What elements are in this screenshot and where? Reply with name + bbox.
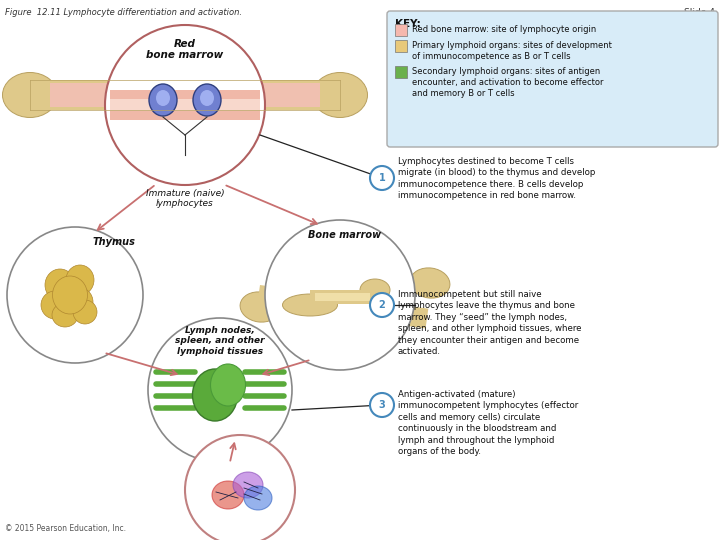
Text: Lymph nodes,
spleen, and other
lymphoid tissues: Lymph nodes, spleen, and other lymphoid … <box>175 326 265 356</box>
Ellipse shape <box>244 486 272 510</box>
Ellipse shape <box>52 303 78 327</box>
Bar <box>30 80 340 110</box>
Ellipse shape <box>63 287 93 317</box>
Ellipse shape <box>233 472 263 498</box>
Ellipse shape <box>312 72 367 118</box>
Circle shape <box>148 318 292 462</box>
Text: Primary lymphoid organs: sites of development
of immunocompetence as B or T cell: Primary lymphoid organs: sites of develo… <box>412 41 612 60</box>
Ellipse shape <box>212 481 244 509</box>
Text: Immature (naive)
lymphocytes: Immature (naive) lymphocytes <box>145 189 225 208</box>
Circle shape <box>7 227 143 363</box>
Ellipse shape <box>240 292 280 322</box>
Bar <box>50 83 320 107</box>
Text: 2: 2 <box>379 300 385 310</box>
Ellipse shape <box>66 265 94 295</box>
Text: Figure  12.11 Lymphocyte differentiation and activation.: Figure 12.11 Lymphocyte differentiation … <box>5 8 242 17</box>
Ellipse shape <box>410 268 450 298</box>
Circle shape <box>370 393 394 417</box>
Bar <box>110 90 260 120</box>
Bar <box>310 290 375 304</box>
Text: 1: 1 <box>379 173 385 183</box>
Ellipse shape <box>45 269 75 301</box>
Circle shape <box>185 435 295 540</box>
Bar <box>395 66 407 78</box>
Text: Secondary lymphoid organs: sites of antigen
encounter, and activation to become : Secondary lymphoid organs: sites of anti… <box>412 67 603 98</box>
Ellipse shape <box>282 294 338 316</box>
Ellipse shape <box>41 291 69 319</box>
Ellipse shape <box>360 279 390 301</box>
Text: Thymus: Thymus <box>93 237 136 247</box>
Circle shape <box>105 25 265 185</box>
Bar <box>257 285 428 328</box>
Text: Immunocompetent but still naive
lymphocytes leave the thymus and bone
marrow. Th: Immunocompetent but still naive lymphocy… <box>398 290 582 356</box>
Ellipse shape <box>149 84 177 116</box>
Ellipse shape <box>192 369 238 421</box>
Text: Bone marrow: Bone marrow <box>308 230 382 240</box>
Circle shape <box>265 220 415 370</box>
Bar <box>395 24 407 36</box>
Text: Antigen-activated (mature)
immunocompetent lymphocytes (effector
cells and memor: Antigen-activated (mature) immunocompete… <box>398 390 578 456</box>
Ellipse shape <box>156 90 170 106</box>
Bar <box>315 293 370 301</box>
Bar <box>273 288 413 321</box>
Bar <box>395 40 407 52</box>
Text: © 2015 Pearson Education, Inc.: © 2015 Pearson Education, Inc. <box>5 524 126 533</box>
Ellipse shape <box>200 90 214 106</box>
Text: KEY:: KEY: <box>395 19 420 29</box>
Ellipse shape <box>53 276 88 314</box>
Text: Lymphocytes destined to become T cells
migrate (in blood) to the thymus and deve: Lymphocytes destined to become T cells m… <box>398 157 595 200</box>
Ellipse shape <box>73 300 97 324</box>
FancyBboxPatch shape <box>387 11 718 147</box>
Ellipse shape <box>2 72 58 118</box>
Text: Slide 4: Slide 4 <box>684 8 715 17</box>
Circle shape <box>370 166 394 190</box>
Text: 3: 3 <box>379 400 385 410</box>
Circle shape <box>370 293 394 317</box>
Ellipse shape <box>193 84 221 116</box>
Ellipse shape <box>210 364 246 406</box>
Bar <box>110 99 260 111</box>
Text: Red bone marrow: site of lymphocyte origin: Red bone marrow: site of lymphocyte orig… <box>412 25 596 34</box>
Text: Red
bone marrow: Red bone marrow <box>146 39 224 60</box>
